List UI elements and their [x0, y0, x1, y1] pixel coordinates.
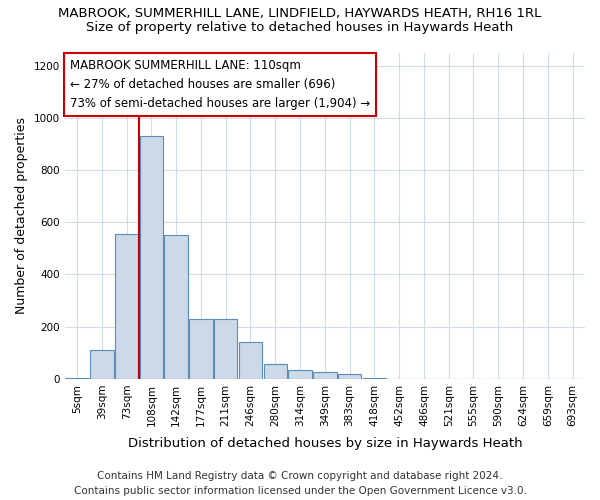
Bar [313, 372, 337, 379]
Bar [164, 236, 188, 379]
Bar [239, 342, 262, 379]
Bar [90, 350, 113, 379]
Text: MABROOK, SUMMERHILL LANE, LINDFIELD, HAYWARDS HEATH, RH16 1RL: MABROOK, SUMMERHILL LANE, LINDFIELD, HAY… [58, 8, 542, 20]
Bar [288, 370, 312, 379]
Bar [115, 234, 139, 379]
Bar [214, 319, 238, 379]
Text: Size of property relative to detached houses in Haywards Heath: Size of property relative to detached ho… [86, 21, 514, 34]
Bar [189, 319, 213, 379]
Bar [338, 374, 361, 379]
Bar [263, 364, 287, 379]
Text: MABROOK SUMMERHILL LANE: 110sqm
← 27% of detached houses are smaller (696)
73% o: MABROOK SUMMERHILL LANE: 110sqm ← 27% of… [70, 59, 370, 110]
Y-axis label: Number of detached properties: Number of detached properties [15, 117, 28, 314]
Bar [362, 378, 386, 379]
X-axis label: Distribution of detached houses by size in Haywards Heath: Distribution of detached houses by size … [128, 437, 522, 450]
Bar [65, 378, 89, 379]
Text: Contains HM Land Registry data © Crown copyright and database right 2024.
Contai: Contains HM Land Registry data © Crown c… [74, 471, 526, 496]
Bar [140, 136, 163, 379]
